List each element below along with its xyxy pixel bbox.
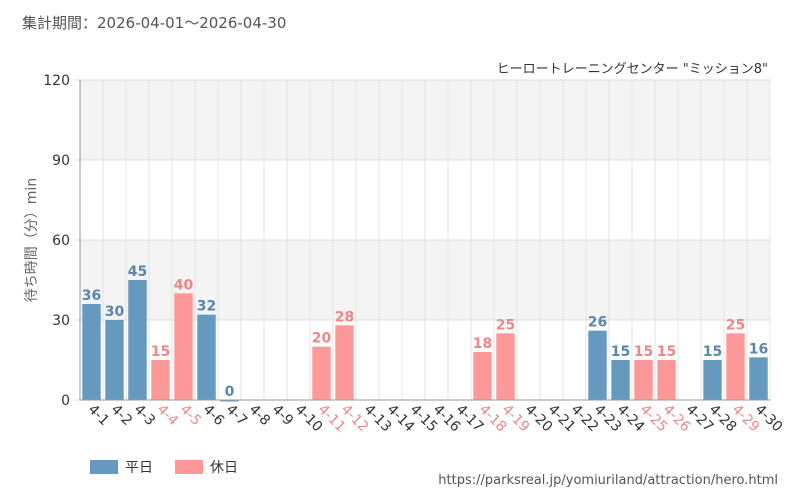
bar-value-label: 15 bbox=[634, 344, 653, 360]
x-tick-label: 4-7 bbox=[223, 402, 250, 429]
x-tick-label: 4-1 bbox=[85, 402, 112, 429]
legend-item-holiday: 休日 bbox=[175, 457, 238, 477]
bar-4-30 bbox=[749, 357, 768, 400]
y-tick-label: 0 bbox=[61, 393, 70, 409]
bar-value-label: 15 bbox=[657, 344, 676, 360]
bar-4-29 bbox=[726, 333, 745, 400]
bar-4-5 bbox=[174, 293, 193, 400]
legend-item-weekday: 平日 bbox=[90, 457, 153, 477]
bar-4-6 bbox=[197, 314, 216, 400]
y-tick-label: 90 bbox=[52, 153, 70, 169]
bar-4-12 bbox=[335, 325, 354, 400]
bar-4-26 bbox=[657, 360, 676, 400]
bar-value-label: 36 bbox=[82, 288, 101, 304]
bar-value-label: 26 bbox=[588, 315, 607, 331]
y-axis-label: 待ち時間（分）min bbox=[24, 178, 40, 302]
bar-value-label: 25 bbox=[726, 317, 745, 333]
x-tick-label: 4-3 bbox=[131, 402, 158, 429]
bar-4-2 bbox=[105, 320, 124, 400]
bar-4-19 bbox=[496, 333, 515, 400]
bar-value-label: 0 bbox=[225, 384, 235, 400]
x-tick-label: 4-2 bbox=[108, 402, 135, 429]
bar-value-label: 18 bbox=[473, 336, 492, 352]
bar-4-24 bbox=[611, 360, 630, 400]
period-label: 集計期間：2026-04-01〜2026-04-30 bbox=[22, 12, 286, 33]
bar-value-label: 16 bbox=[749, 341, 768, 357]
bar-4-18 bbox=[473, 352, 492, 400]
bar-4-3 bbox=[128, 280, 147, 400]
bar-4-4 bbox=[151, 360, 170, 400]
bar-value-label: 20 bbox=[312, 331, 332, 347]
legend-swatch-holiday bbox=[175, 460, 203, 474]
y-tick-label: 120 bbox=[43, 73, 70, 89]
bar-4-25 bbox=[634, 360, 653, 400]
x-tick-label: 4-9 bbox=[269, 402, 296, 429]
period-prefix: 集計期間： bbox=[22, 14, 98, 32]
bar-value-label: 15 bbox=[703, 344, 722, 360]
bar-value-label: 15 bbox=[151, 344, 170, 360]
bar-value-label: 25 bbox=[496, 317, 515, 333]
x-tick-label: 4-6 bbox=[200, 402, 228, 430]
bar-value-label: 30 bbox=[105, 304, 125, 320]
x-tick-label: 4-5 bbox=[177, 402, 204, 429]
source-url: https://parksreal.jp/yomiuriland/attract… bbox=[438, 473, 778, 488]
y-tick-label: 30 bbox=[52, 313, 70, 329]
bar-value-label: 15 bbox=[611, 344, 630, 360]
bar-4-7 bbox=[220, 400, 239, 402]
bar-4-23 bbox=[588, 330, 607, 400]
period-range: 2026-04-01〜2026-04-30 bbox=[97, 14, 287, 32]
legend-label-weekday: 平日 bbox=[125, 460, 153, 476]
x-tick-label: 4-8 bbox=[246, 402, 273, 429]
bar-value-label: 28 bbox=[335, 309, 354, 325]
bar-value-label: 45 bbox=[128, 264, 147, 280]
x-tick-label: 4-4 bbox=[154, 402, 182, 430]
legend-swatch-weekday bbox=[90, 460, 118, 474]
bar-4-11 bbox=[312, 346, 331, 400]
legend: 平日 休日 bbox=[90, 457, 260, 477]
bar-4-1 bbox=[82, 304, 101, 400]
bar-value-label: 40 bbox=[174, 277, 194, 293]
bar-4-28 bbox=[703, 360, 722, 400]
y-tick-label: 60 bbox=[52, 233, 70, 249]
chart-title: ヒーロートレーニングセンター "ミッション8" bbox=[497, 62, 768, 77]
legend-label-holiday: 休日 bbox=[210, 460, 238, 476]
bar-value-label: 32 bbox=[197, 299, 216, 315]
